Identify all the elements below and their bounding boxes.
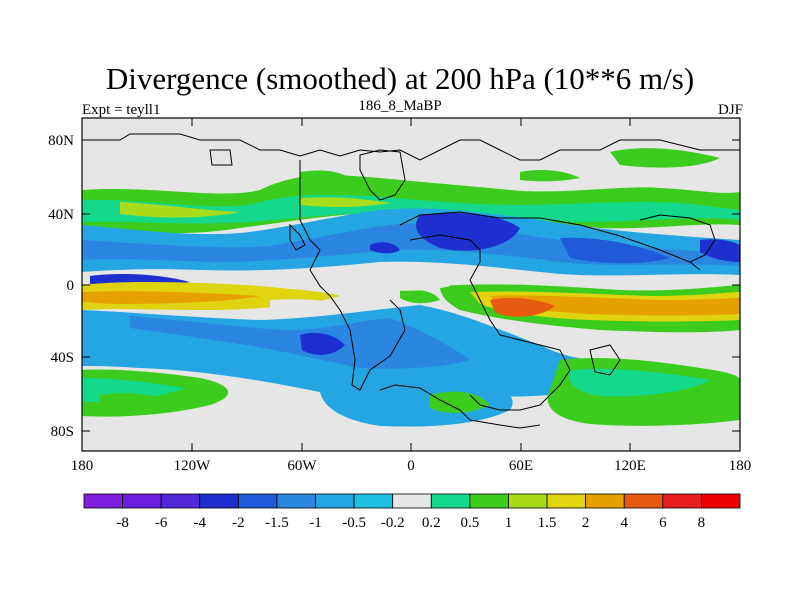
divergence-field: [82, 118, 740, 451]
colorbar-swatch: [623, 493, 664, 509]
patch-darkblue-east: [700, 239, 740, 262]
patch-red-indian: [490, 298, 555, 317]
gap-equator: [360, 277, 450, 291]
lon-tick-180e: 180: [729, 458, 752, 474]
colorbar-swatch: [469, 493, 509, 509]
colorbar-label: 6: [659, 515, 667, 531]
lon-tick-0: 0: [407, 458, 415, 474]
colorbar-label: 1: [505, 515, 513, 531]
lon-tick-120e: 120E: [614, 458, 646, 474]
colorbar-label: -1.5: [265, 515, 289, 531]
coastlines: [82, 133, 740, 429]
colorbar-label: 0.5: [461, 515, 480, 531]
colorbar-label: -6: [155, 515, 168, 531]
colorbar-swatch: [315, 493, 355, 509]
band-orange-pacific: [82, 291, 260, 304]
patch-green-south: [430, 391, 490, 413]
colorbar-swatch: [199, 493, 239, 509]
patch-darkblue-atlantic: [370, 242, 400, 254]
colorbar-label: -0.5: [342, 515, 366, 531]
colorbar-swatch: [83, 493, 123, 509]
axis-ticks: [82, 118, 740, 451]
patch-yellowgreen-center: [300, 197, 390, 208]
lat-tick-40s: 40S: [51, 350, 74, 366]
patch-green-canada: [300, 170, 355, 186]
colorbar-swatch: [160, 493, 201, 509]
colorbar-label: 0.2: [422, 515, 441, 531]
lat-tick-0: 0: [67, 278, 75, 294]
lon-tick-60w: 60W: [287, 458, 317, 474]
patch-darkblue-brazil: [300, 332, 345, 355]
colorbar-label: -2: [232, 515, 245, 531]
patch-yellowgreen-nw: [120, 202, 240, 218]
colorbar-swatch: [430, 493, 471, 509]
lat-tick-80n: 80N: [48, 133, 74, 149]
colorbar-label: -8: [116, 515, 129, 531]
patch-green-atlantic: [400, 289, 440, 304]
patch-darkblue-china: [560, 237, 670, 264]
lat-tick-40n: 40N: [48, 207, 74, 223]
colorbar-swatch: [276, 493, 316, 509]
colorbar-swatch: [546, 493, 587, 509]
plot-title: Divergence (smoothed) at 200 hPa (10**6 …: [105, 61, 695, 96]
patch-green-siberia: [610, 148, 720, 168]
patch-darkblue-mideast: [416, 212, 520, 251]
colorbar-label: -4: [194, 515, 207, 531]
colorbar-label: -1: [309, 515, 322, 531]
colorbar-swatch: [237, 493, 278, 509]
band-orange-indian: [490, 295, 740, 316]
colorbar-label: -0.2: [381, 515, 405, 531]
season-label: DJF: [717, 102, 743, 118]
colorbar-swatch: [392, 493, 432, 509]
colorbar-label: 4: [620, 515, 628, 531]
band-blue-south: [130, 316, 470, 369]
lat-tick-80s: 80S: [51, 424, 74, 440]
colorbar-swatch: [585, 493, 625, 509]
gap-eastpacific: [270, 299, 350, 311]
case-id-label: 186_8_MaBP: [358, 98, 442, 114]
colorbar-swatch: [508, 493, 548, 509]
colorbar-label: 2: [582, 515, 590, 531]
lon-tick-180w: 180: [71, 458, 94, 474]
lon-tick-120w: 120W: [174, 458, 212, 474]
colorbar-swatch: [353, 493, 394, 509]
colorbar-label: 1.5: [538, 515, 557, 531]
lon-tick-60e: 60E: [509, 458, 533, 474]
colorbar-swatch: [701, 493, 741, 509]
colorbar-label: 8: [698, 515, 706, 531]
band-cyan-southindian: [568, 368, 710, 397]
colorbar-swatch: [662, 493, 702, 509]
colorbar: -8 -6 -4 -2 -1.5 -1 -0.5 -0.2 0.2 0.5 1 1.5 2 4 6 8: [83, 493, 741, 531]
colorbar-swatch: [122, 493, 162, 509]
experiment-label: Expt = teyll1: [82, 102, 161, 118]
patch-green-asia: [520, 170, 580, 182]
patch-green-sw: [100, 393, 175, 414]
